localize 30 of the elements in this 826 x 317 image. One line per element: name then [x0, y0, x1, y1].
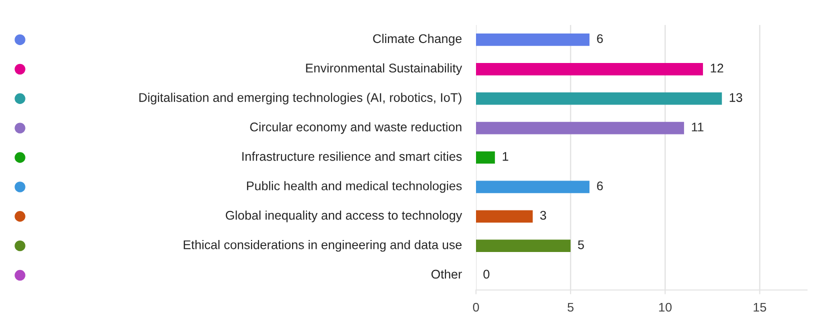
- x-tick-label: 5: [568, 302, 574, 312]
- bar: [476, 34, 590, 46]
- data-label: 12: [710, 64, 724, 72]
- x-tick-label: 10: [659, 302, 672, 312]
- y-tick-label: Global inequality and access to technology: [226, 210, 462, 222]
- y-tick-label: Ethical considerations in engineering and data use: [184, 240, 462, 252]
- y-tick-label: Other: [431, 269, 462, 279]
- data-label: 1: [502, 152, 508, 161]
- bar: [476, 151, 495, 164]
- y-tick-label: Infrastructure resilience and smart cities: [242, 152, 462, 161]
- bar: [476, 62, 703, 76]
- data-label: 11: [692, 122, 704, 132]
- y-tick-label: Digitalisation and emerging technologies (AI, robotics, IoT): [139, 92, 462, 104]
- bar: [476, 240, 571, 252]
- y-tick-label: Public health and medical technologies: [247, 181, 462, 193]
- y-tick-label: Environmental Sustainability: [306, 63, 462, 75]
- y-tick-label: Climate Change: [373, 34, 462, 46]
- bar: [476, 92, 722, 105]
- x-tick-label: 15: [754, 302, 766, 312]
- bar: [476, 180, 590, 194]
- data-label: 6: [597, 34, 603, 44]
- x-tick-label: 0: [473, 302, 479, 312]
- data-label: 0: [483, 270, 490, 279]
- y-tick-label: Circular economy and waste reduction: [250, 122, 462, 134]
- data-label: 6: [597, 181, 603, 190]
- data-label: 5: [578, 240, 584, 250]
- bar: [476, 210, 533, 223]
- data-label: 13: [730, 93, 742, 102]
- data-label: 3: [540, 210, 546, 220]
- bar: [476, 122, 684, 134]
